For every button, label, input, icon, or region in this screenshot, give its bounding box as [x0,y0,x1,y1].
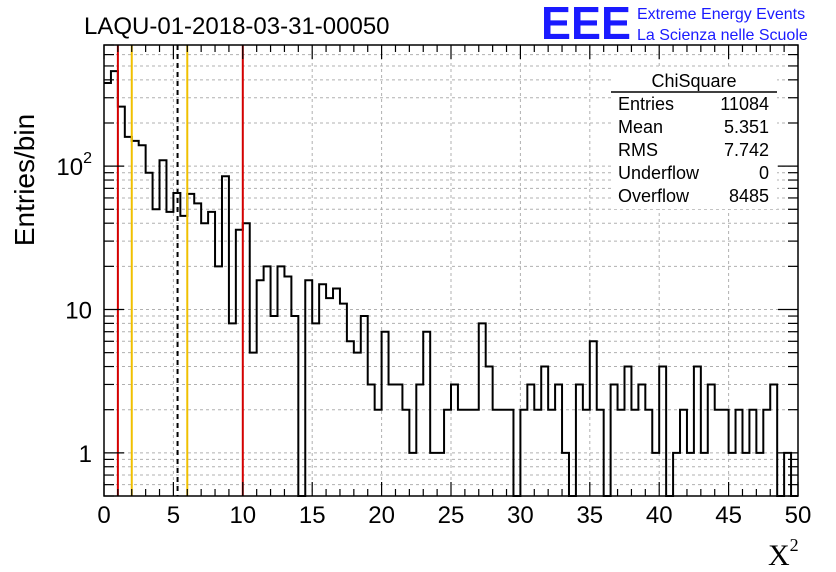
reference-lines [116,45,244,496]
x-tick-label: 45 [715,502,742,529]
x-tick-labels: 0 5 10 15 20 25 30 35 40 45 50 [97,502,811,529]
logo-line-2: La Scienza nelle Scuole [637,27,808,44]
x-tick-label: 30 [507,502,534,529]
y-tick-label: 102 [56,150,92,181]
x-tick-label: 40 [646,502,673,529]
stats-label-underflow: Underflow [618,163,700,183]
x-axis-label-base: X [768,539,790,572]
stats-value-mean: 5.351 [724,117,769,137]
y-axis-label: Entries/bin [9,114,40,246]
y-tick-label-base: 10 [56,154,83,181]
stats-value-entries: 11084 [720,94,769,114]
stats-label-entries: Entries [618,94,674,114]
y-tick-label-sup: 2 [83,150,92,167]
y-tick-label: 10 [65,297,92,324]
x-tick-label: 0 [97,502,110,529]
x-tick-label: 35 [576,502,603,529]
x-tick-label: 20 [368,502,395,529]
x-tick-label: 5 [167,502,180,529]
stats-label-overflow: Overflow [618,186,690,206]
x-axis-label: X2 [768,535,799,572]
eee-logo: EEE Extreme Energy Events La Scienza nel… [541,0,808,49]
x-tick-label: 25 [438,502,465,529]
logo-line-1: Extreme Energy Events [637,6,805,23]
stats-value-rms: 7.742 [724,140,769,160]
x-tick-label: 15 [299,502,326,529]
x-tick-label: 50 [785,502,812,529]
stats-rows: Entries 11084 Mean 5.351 RMS 7.742 Underflow 0 O… [618,94,769,206]
stats-label-rms: RMS [618,140,658,160]
x-axis-label-sup: 2 [790,535,799,555]
axes-frame [103,44,799,497]
x-tick-label: 10 [229,502,256,529]
stats-title: ChiSquare [651,71,736,91]
histogram-line [104,70,798,497]
logo-mark: EEE [541,0,631,49]
stats-label-mean: Mean [618,117,663,137]
chart-title: LAQU-01-2018-03-31-00050 [84,13,390,40]
stats-value-overflow: 8485 [729,186,769,206]
y-tick-label: 1 [79,441,92,468]
stats-value-underflow: 0 [759,163,769,183]
stats-box: ChiSquare Entries 11084 Mean 5.351 RMS 7.742 U… [611,69,777,209]
